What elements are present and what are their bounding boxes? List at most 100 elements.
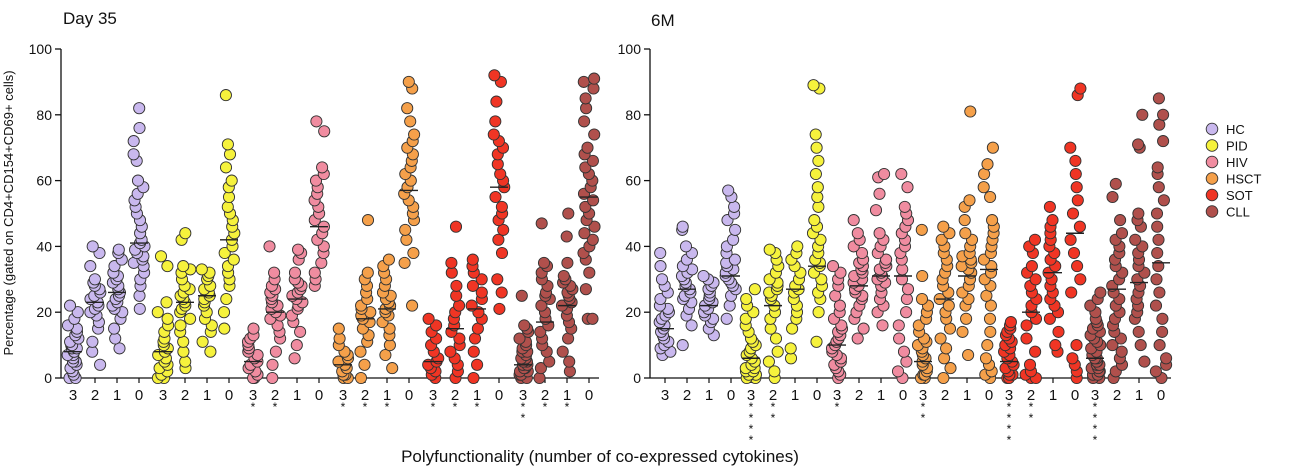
data-point [727,233,740,246]
data-point [154,250,168,263]
x-tick-label: 1 [705,387,713,404]
data-point [445,256,458,269]
data-point [466,279,479,292]
data-point [826,260,840,273]
data-point [1049,339,1062,352]
data-point [1150,207,1164,220]
data-point [1152,181,1165,194]
y-tick-label: 60 [36,173,52,189]
significance-star: * [431,400,436,414]
data-point [784,342,797,355]
y-tick-label: 100 [29,41,53,57]
data-point [495,246,509,260]
series-cll: 3**2*1*0 [513,72,601,425]
significance-star: * [273,400,278,414]
data-point [217,306,231,319]
data-point [161,312,174,325]
data-point [740,292,753,306]
significance-star: * [251,400,256,414]
data-point [218,246,231,260]
data-point [1064,141,1077,154]
data-point [219,89,232,102]
data-point [84,260,97,273]
data-point [218,322,231,335]
data-point [223,148,237,161]
data-point [444,345,457,358]
data-point [1151,246,1164,260]
data-point [728,200,741,213]
data-point [133,302,146,315]
x-tick-label: 2 [769,387,777,404]
data-point [1156,325,1169,338]
data-point [269,345,282,358]
data-point [1132,207,1145,220]
significance-star: * [341,400,346,414]
legend-marker [1205,122,1219,136]
legend-item-hc: HC [1205,122,1245,137]
significance-star: * [771,400,776,414]
x-tick-label: 3 [69,387,77,404]
y-axis-label: Percentage (gated on CD4+CD154+CD69+ cel… [1,70,16,355]
data-point [940,342,953,355]
data-point [1138,355,1151,368]
data-point [407,246,420,260]
data-point [268,266,281,279]
data-point [1157,108,1170,121]
legend-label: PID [1226,139,1248,154]
data-point [112,243,125,256]
y-tick-label: 60 [625,173,641,189]
data-point [1028,233,1042,246]
data-point [685,319,698,332]
significance-star: * [1093,400,1098,414]
data-point [901,181,914,194]
data-point [489,115,502,128]
data-point [358,358,371,371]
data-point [386,362,399,375]
x-tick-label: 0 [1157,387,1165,404]
significance-star: * [921,411,926,425]
data-point [494,167,507,181]
data-point [1043,200,1056,213]
x-tick-label: 2 [855,387,863,404]
data-point [113,342,126,355]
y-tick-label: 80 [36,107,52,123]
x-tick-label: 0 [899,387,907,404]
data-point [294,325,307,338]
data-point [583,266,596,279]
series-sot: 3****2**1 0 [998,82,1087,447]
data-point [729,223,742,236]
data-point [1157,135,1170,148]
data-point [1029,273,1042,286]
x-tick-label: 2 [683,387,691,404]
data-point [984,299,997,312]
legend-marker [1205,205,1219,218]
data-point [493,302,506,315]
x-tick-label: 2 [541,387,549,404]
data-point [676,220,689,233]
data-point [1025,260,1038,273]
data-point [855,246,869,260]
significance-star: * [835,400,840,414]
significance-star: * [543,400,548,414]
legend-marker [1205,172,1219,185]
data-point [579,92,592,105]
data-point [959,227,972,240]
data-point [810,141,823,154]
data-point [497,223,510,236]
data-point [1151,161,1164,174]
x-tick-label: 1 [293,387,301,404]
x-tick-label: 3 [339,387,347,404]
x-tick-label: 2 [451,387,459,404]
data-point [1004,316,1017,329]
data-point [1149,299,1163,312]
data-point [722,184,735,197]
data-point [1029,345,1042,358]
data-point [491,273,504,286]
data-point [518,319,531,332]
data-point [543,355,556,368]
data-point [934,332,947,345]
data-point [956,325,969,338]
data-point [1020,332,1033,345]
